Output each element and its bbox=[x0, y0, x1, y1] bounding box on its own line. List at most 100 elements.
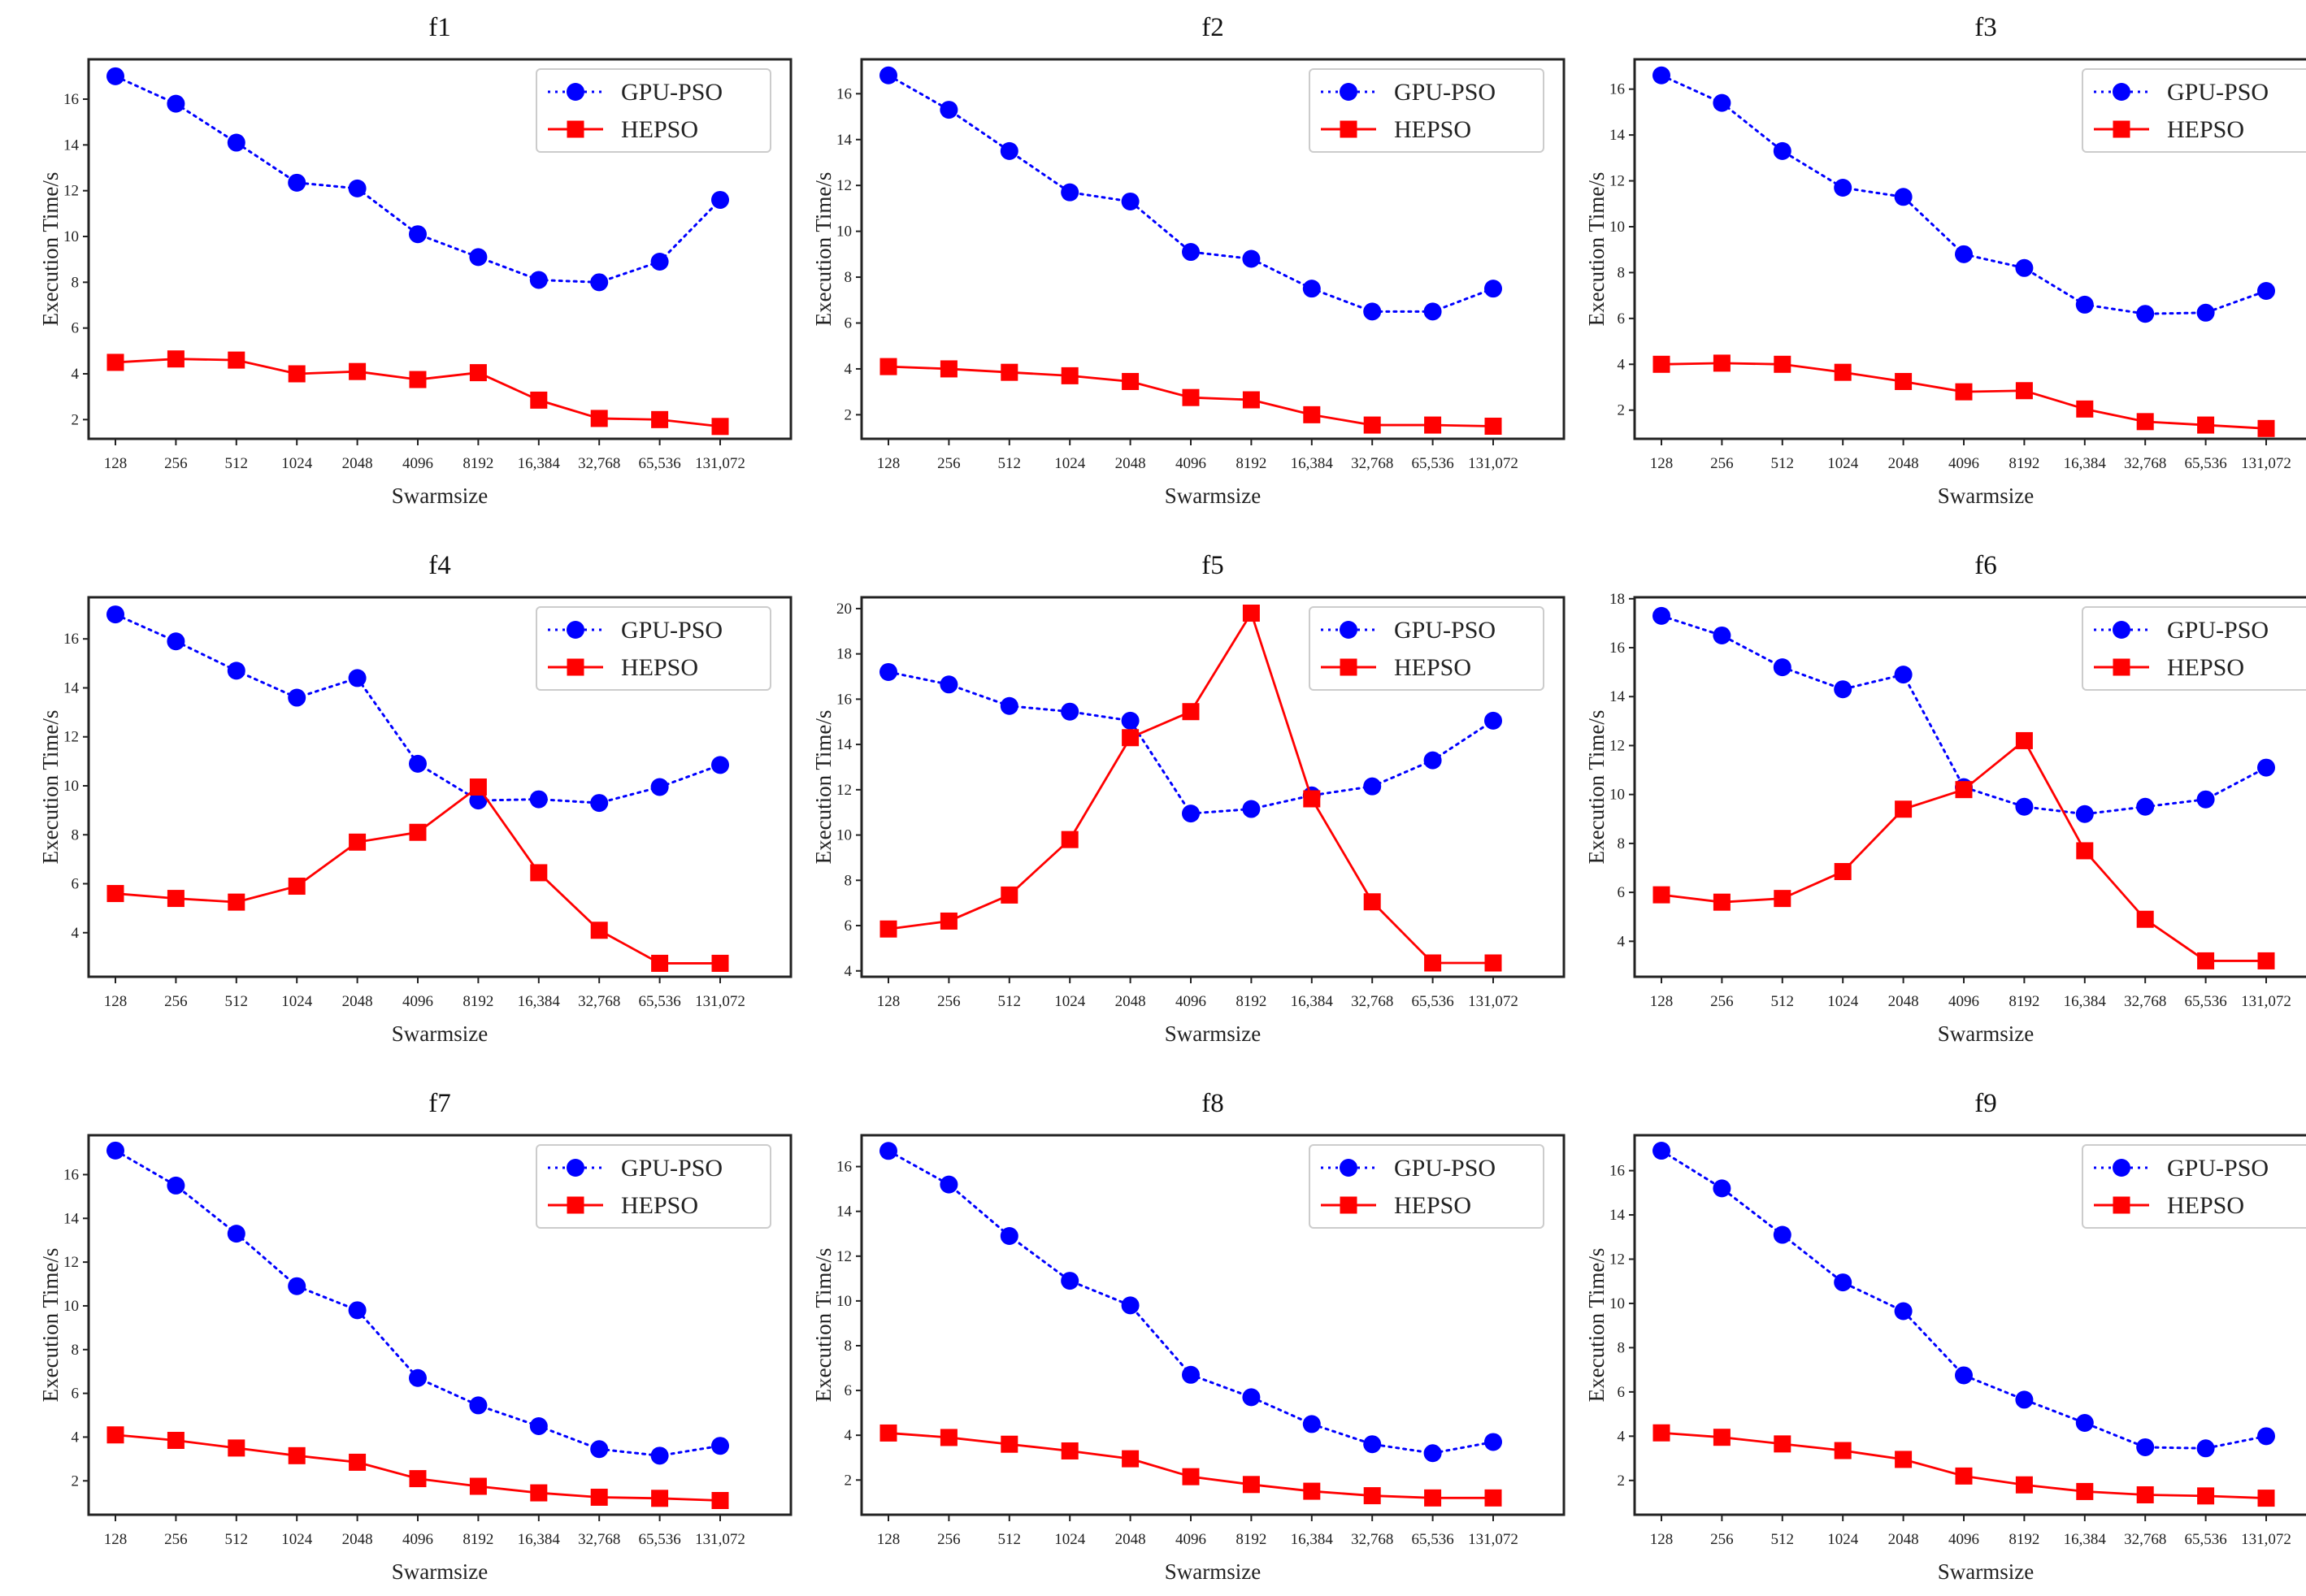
hepso-point bbox=[2257, 952, 2275, 969]
legend-marker-hepso bbox=[1340, 1196, 1357, 1214]
y-tick-label: 8 bbox=[1618, 835, 1626, 852]
x-tick-label: 16,384 bbox=[518, 1531, 561, 1548]
gpu-pso-point bbox=[2257, 758, 2275, 777]
y-tick-label: 8 bbox=[845, 872, 853, 889]
x-tick-label: 131,072 bbox=[1468, 455, 1518, 472]
y-tick-label: 2 bbox=[1618, 402, 1626, 419]
gpu-pso-point bbox=[940, 1175, 958, 1194]
x-tick-label: 512 bbox=[998, 1531, 1022, 1548]
y-tick-label: 14 bbox=[836, 736, 853, 753]
hepso-point bbox=[1895, 1451, 1913, 1468]
x-tick-label: 131,072 bbox=[1468, 993, 1518, 1010]
y-tick-label: 12 bbox=[63, 183, 79, 200]
y-axis-label: Execution Time/s bbox=[811, 1248, 836, 1403]
gpu-pso-point bbox=[1713, 1179, 1731, 1198]
hepso-point bbox=[879, 1424, 897, 1442]
x-tick-label: 4096 bbox=[1948, 455, 1979, 472]
hepso-point bbox=[711, 954, 729, 972]
gpu-pso-point bbox=[1834, 680, 1852, 699]
x-tick-label: 128 bbox=[877, 1531, 901, 1548]
series-line-gpu-pso bbox=[1660, 614, 2268, 816]
x-axis-label: Swarmsize bbox=[1938, 1559, 2034, 1584]
x-tick-label: 32,768 bbox=[1351, 1531, 1393, 1548]
hepso-point bbox=[1424, 416, 1442, 434]
plot-frame bbox=[1633, 1134, 2306, 1516]
y-tick-label: 4 bbox=[1618, 1428, 1626, 1445]
hepso-point bbox=[288, 1446, 306, 1464]
x-tick-label: 128 bbox=[104, 993, 128, 1010]
hepso-point bbox=[879, 358, 897, 375]
y-tick-label: 6 bbox=[845, 917, 853, 935]
legend-marker-hepso bbox=[2113, 1196, 2130, 1214]
legend-label: GPU-PSO bbox=[1394, 79, 1496, 106]
y-tick-label: 8 bbox=[72, 826, 80, 844]
gpu-pso-point bbox=[1834, 1273, 1852, 1292]
legend-label: HEPSO bbox=[1394, 1192, 1471, 1219]
hepso-point bbox=[1061, 366, 1079, 384]
hepso-point bbox=[288, 878, 306, 896]
gpu-pso-point bbox=[2136, 797, 2155, 816]
x-tick-label: 1024 bbox=[1054, 455, 1086, 472]
gpu-pso-point bbox=[529, 1416, 548, 1435]
hepso-point bbox=[1774, 355, 1791, 373]
hepso-point bbox=[1122, 372, 1140, 390]
x-tick-label: 16,384 bbox=[1291, 1531, 1334, 1548]
x-tick-label: 128 bbox=[1650, 1531, 1674, 1548]
gpu-pso-point bbox=[711, 190, 729, 209]
gpu-pso-point bbox=[288, 1277, 306, 1295]
x-tick-label: 131,072 bbox=[695, 993, 745, 1010]
gpu-pso-point bbox=[1182, 1365, 1200, 1384]
legend: GPU-PSO HEPSO bbox=[1309, 68, 1544, 153]
chart-panel-f7: f7 2 4 6 8 10 12 14 16 128 256 512 1024 2048 4096 8192 1… bbox=[38, 1089, 793, 1584]
x-tick-label: 65,536 bbox=[2184, 1531, 2226, 1548]
x-tick-label: 1024 bbox=[1827, 993, 1859, 1010]
hepso-point bbox=[1652, 1424, 1670, 1442]
hepso-point bbox=[1303, 406, 1321, 423]
hepso-point bbox=[530, 864, 548, 882]
x-tick-label: 2048 bbox=[1888, 993, 1919, 1010]
hepso-point bbox=[167, 1431, 185, 1449]
hepso-point bbox=[940, 912, 958, 930]
series-line-gpu-pso bbox=[887, 670, 1495, 815]
legend-box bbox=[536, 68, 771, 153]
y-tick-label: 2 bbox=[1618, 1472, 1626, 1490]
gpu-pso-point bbox=[167, 632, 185, 651]
legend-marker-gpu-pso bbox=[2113, 1159, 2130, 1177]
y-tick-label: 16 bbox=[836, 1159, 852, 1176]
x-tick-label: 512 bbox=[225, 993, 249, 1010]
hepso-point bbox=[1955, 383, 1973, 401]
hepso-point bbox=[2076, 1482, 2094, 1500]
x-tick-label: 8192 bbox=[2009, 1531, 2039, 1548]
hepso-point bbox=[469, 1477, 487, 1495]
x-tick-label: 131,072 bbox=[2241, 455, 2291, 472]
chart-title: f6 bbox=[1974, 551, 1997, 580]
x-tick-label: 128 bbox=[877, 993, 901, 1010]
chart-panel-f2: f2 2 4 6 8 10 12 14 16 128 256 512 1024 2048 4096 8192 1… bbox=[811, 13, 1566, 508]
x-tick-label: 1024 bbox=[1827, 455, 1859, 472]
x-tick-label: 128 bbox=[104, 455, 128, 472]
chart-title: f9 bbox=[1974, 1089, 1997, 1118]
y-axis-label: Execution Time/s bbox=[38, 1248, 63, 1403]
gpu-pso-point bbox=[711, 1437, 729, 1455]
gpu-pso-point bbox=[1652, 1142, 1670, 1160]
x-tick-label: 8192 bbox=[2009, 993, 2039, 1010]
gpu-pso-point bbox=[1894, 188, 1913, 206]
x-tick-label: 2048 bbox=[1115, 993, 1146, 1010]
hepso-point bbox=[2015, 382, 2033, 400]
hepso-point bbox=[1652, 886, 1670, 904]
y-tick-label: 10 bbox=[63, 228, 79, 245]
hepso-point bbox=[1242, 605, 1260, 622]
legend-label: GPU-PSO bbox=[621, 79, 723, 106]
hepso-point bbox=[1363, 893, 1381, 911]
legend-label: GPU-PSO bbox=[621, 1155, 723, 1182]
gpu-pso-point bbox=[1652, 66, 1670, 85]
gpu-pso-point bbox=[1423, 1444, 1442, 1463]
hepso-point bbox=[1424, 954, 1442, 972]
hepso-point bbox=[879, 920, 897, 938]
gpu-pso-point bbox=[650, 778, 669, 796]
hepso-point bbox=[288, 365, 306, 383]
x-tick-label: 1024 bbox=[1054, 1531, 1086, 1548]
legend-marker-gpu-pso bbox=[2113, 621, 2130, 639]
x-tick-label: 2048 bbox=[1888, 455, 1919, 472]
